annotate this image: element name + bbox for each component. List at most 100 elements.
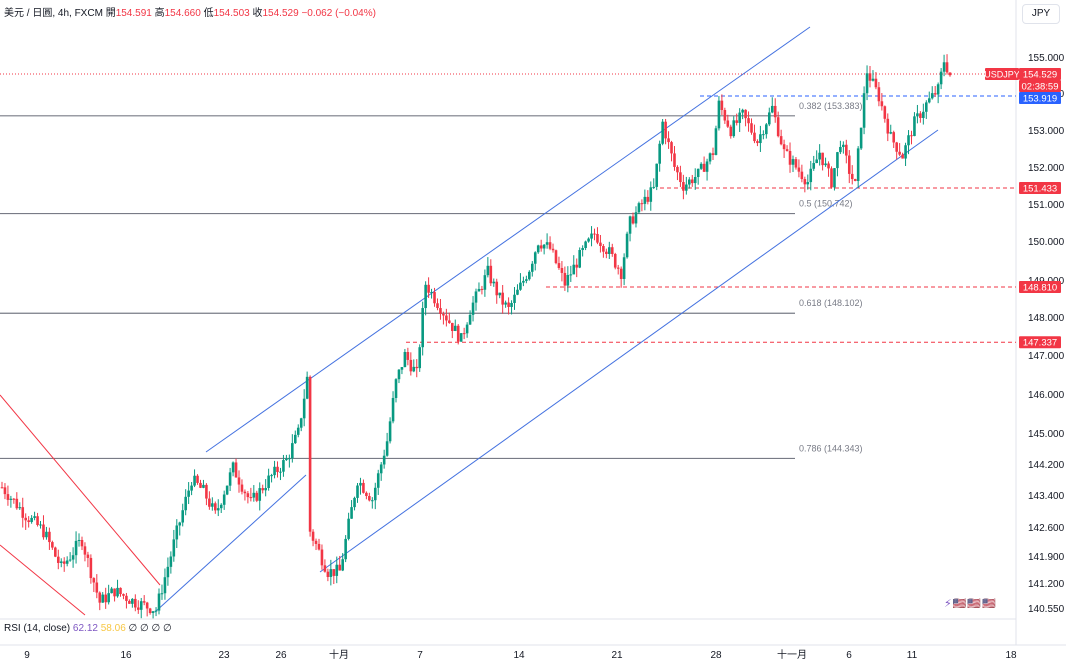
- event-icons[interactable]: ⚡🇺🇸🇺🇸🇺🇸: [944, 598, 997, 610]
- candle-body: [871, 78, 875, 81]
- candle-body: [371, 500, 374, 502]
- candle-body: [907, 135, 910, 146]
- candle-body: [92, 578, 96, 583]
- candle-body: [646, 196, 650, 202]
- candle-body: [211, 503, 214, 507]
- candle-body: [525, 279, 528, 281]
- fib-levels: 0.382 (153.383) 0.5 (150.742) 0.618 (148.1…: [0, 101, 863, 460]
- candle-body: [690, 179, 694, 184]
- candle-body: [231, 462, 235, 473]
- candle-body: [904, 145, 907, 159]
- candle-body: [818, 152, 821, 160]
- candle-body: [578, 249, 581, 268]
- time-tick-label: 14: [513, 650, 525, 661]
- price-label-box: [1019, 281, 1061, 294]
- candle-body: [895, 142, 898, 152]
- low-label: 低: [203, 8, 214, 19]
- candle-body: [596, 233, 599, 243]
- candle-body: [492, 281, 496, 284]
- candle-body: [142, 601, 146, 603]
- candle-body: [664, 121, 667, 139]
- candle-body: [510, 302, 513, 307]
- candle-body: [732, 120, 736, 137]
- candle-body: [465, 324, 469, 334]
- candle-body: [489, 265, 493, 284]
- symbol-title[interactable]: 美元 / 日圓, 4h, FXCM: [4, 8, 103, 19]
- candle-body: [9, 498, 13, 500]
- candle-body: [107, 593, 110, 603]
- candle-body: [86, 554, 90, 558]
- candle-body: [756, 141, 759, 144]
- candle-body: [376, 473, 380, 488]
- candle-body: [528, 271, 531, 280]
- candle-body: [806, 182, 810, 185]
- price-tick-label: 155.000: [1028, 53, 1065, 64]
- candle-body: [468, 314, 472, 325]
- rsi-label[interactable]: RSI (14, close): [4, 623, 71, 634]
- candle-body: [616, 267, 620, 269]
- currency-button[interactable]: JPY: [1022, 4, 1060, 24]
- candle-body: [566, 275, 570, 286]
- candle-body: [942, 62, 946, 72]
- candle-body: [753, 132, 756, 142]
- candle-body: [765, 124, 768, 135]
- candle-body: [305, 376, 309, 399]
- rsi-legend: RSI (14, close) 62.12 58.06 ∅ ∅ ∅ ∅: [4, 623, 172, 634]
- candle-body: [293, 434, 297, 444]
- candle-body: [160, 593, 164, 595]
- candle-body: [622, 257, 626, 279]
- candle-body: [240, 484, 244, 492]
- candle-body: [545, 242, 549, 245]
- price-tick-label: 152.000: [1028, 163, 1065, 174]
- candle-body: [291, 443, 294, 459]
- candle-body: [456, 325, 460, 342]
- candle-body: [936, 84, 940, 95]
- price-tick-label: 140.550: [1028, 604, 1065, 615]
- grid: [0, 0, 1066, 646]
- candle-body: [219, 504, 223, 509]
- candle-body: [590, 233, 593, 239]
- candle-body: [474, 291, 478, 303]
- candle-body: [477, 288, 481, 292]
- candle-body: [536, 245, 540, 253]
- candle-body: [572, 264, 576, 275]
- price-label-text: 153.919: [1023, 93, 1057, 104]
- price-tick-label: 150.000: [1028, 237, 1065, 248]
- candle-body: [593, 233, 596, 235]
- candle-body: [187, 490, 190, 497]
- candle-body: [640, 203, 644, 205]
- price-label-box: [1019, 91, 1061, 104]
- candle-body: [714, 128, 718, 155]
- candle-body: [356, 485, 359, 498]
- candle-body: [699, 163, 703, 169]
- candle-body: [827, 163, 830, 169]
- candle-body: [273, 466, 276, 476]
- candle-body: [237, 477, 241, 485]
- time-tick-label: 21: [611, 650, 623, 661]
- candle-body: [658, 143, 661, 164]
- candle-body: [850, 173, 854, 180]
- candle-body: [208, 498, 211, 507]
- candle-body: [296, 427, 300, 435]
- candle-body: [839, 146, 842, 153]
- candle-body: [883, 106, 887, 119]
- candle-body: [584, 241, 587, 249]
- candle-body: [619, 268, 623, 279]
- candle-body: [302, 398, 306, 419]
- candle-body: [68, 559, 72, 561]
- candle-body: [581, 248, 584, 250]
- candle-body: [599, 242, 602, 247]
- candle-body: [643, 196, 647, 204]
- candle-body: [868, 73, 872, 81]
- candle-body: [418, 347, 422, 369]
- candle-body: [797, 167, 801, 172]
- candle-body: [649, 187, 653, 202]
- trend-line: [154, 474, 307, 613]
- rsi-extra-values: ∅ ∅ ∅ ∅: [128, 623, 172, 634]
- candle-body: [451, 322, 454, 331]
- low-value: 154.503: [213, 8, 250, 19]
- candle-body: [794, 159, 798, 168]
- candle-body: [202, 484, 205, 488]
